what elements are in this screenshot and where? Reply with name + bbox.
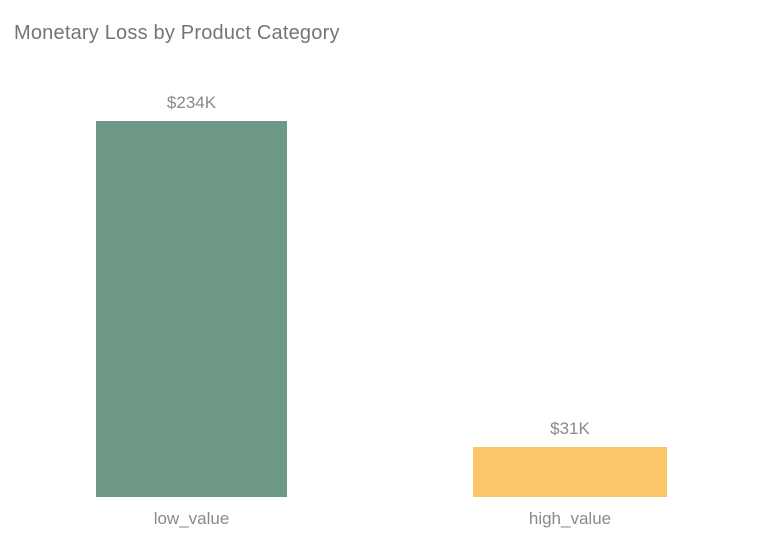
- plot-area: $234K low_value $31K high_value: [96, 93, 667, 528]
- chart-title: Monetary Loss by Product Category: [14, 22, 340, 44]
- bar-low-value[interactable]: [96, 121, 287, 497]
- bar-value-label-high-value: $31K: [550, 419, 590, 438]
- bar-group-low-value: $234K low_value: [96, 93, 287, 528]
- x-axis-label-high-value: high_value: [528, 509, 612, 528]
- bar-group-high-value: $31K high_value: [473, 419, 667, 528]
- bar-value-label-low-value: $234K: [166, 93, 217, 112]
- bar-high-value[interactable]: [473, 447, 667, 497]
- x-axis-label-low-value: low_value: [153, 509, 230, 528]
